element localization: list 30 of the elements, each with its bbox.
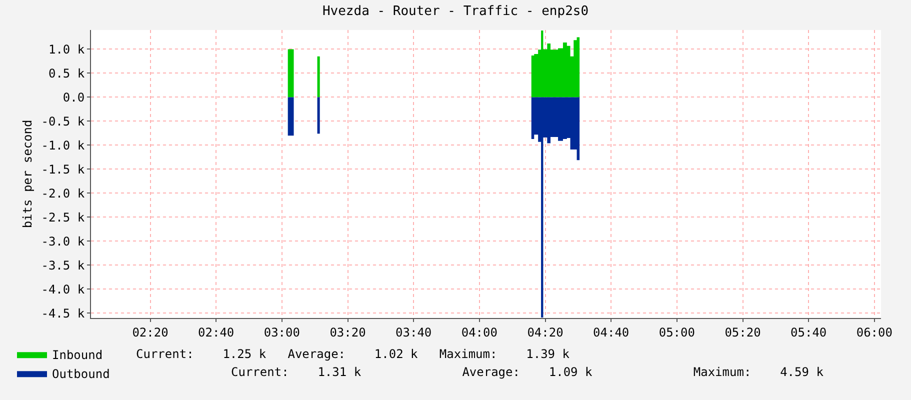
y-tick-label: 0.5 k bbox=[48, 66, 86, 80]
chart-title: Hvezda - Router - Traffic - enp2s0 bbox=[322, 4, 589, 20]
y-tick-label: -2.0 k bbox=[41, 186, 86, 200]
x-tick-label: 03:20 bbox=[330, 325, 366, 340]
x-tick-label: 05:00 bbox=[658, 325, 695, 340]
legend-label: Inbound bbox=[52, 348, 103, 362]
legend-label: Outbound bbox=[52, 366, 110, 381]
text: Current: 1.31 k Average: 1.09 k Maximum: 4.59 k bbox=[231, 365, 824, 379]
x-tick-label: 04:40 bbox=[593, 325, 630, 340]
x-tick-label: 02:40 bbox=[198, 325, 234, 340]
x-tick-label: 04:20 bbox=[527, 325, 564, 340]
text: Current: 1.25 k Average: 1.02 k Maximum: 1.39 k bbox=[136, 347, 570, 361]
x-tick-label: 05:20 bbox=[724, 325, 761, 340]
x-tick-label: 03:00 bbox=[264, 325, 300, 340]
x-tick-label: 06:00 bbox=[856, 325, 892, 340]
y-tick-label: 1.0 k bbox=[48, 42, 86, 56]
y-tick-label: -4.0 k bbox=[41, 282, 86, 296]
y-tick-label: -3.0 k bbox=[41, 234, 86, 248]
x-tick-label: 04:00 bbox=[461, 325, 498, 340]
y-tick-label: -3.5 k bbox=[41, 258, 86, 272]
x-tick-label: 03:40 bbox=[396, 325, 432, 340]
x-tick-label: 02:20 bbox=[132, 325, 168, 340]
y-tick-label: 0.0 bbox=[62, 90, 85, 104]
y-tick-label: -0.5 k bbox=[41, 114, 86, 128]
y-tick-label: -4.5 k bbox=[41, 306, 86, 320]
y-axis-title: bits per second bbox=[20, 120, 35, 228]
y-tick-label: -2.5 k bbox=[41, 210, 86, 224]
x-tick-label: 05:40 bbox=[790, 325, 827, 340]
y-tick-label: -1.0 k bbox=[41, 138, 86, 152]
y-tick-label: -1.5 k bbox=[41, 162, 86, 176]
